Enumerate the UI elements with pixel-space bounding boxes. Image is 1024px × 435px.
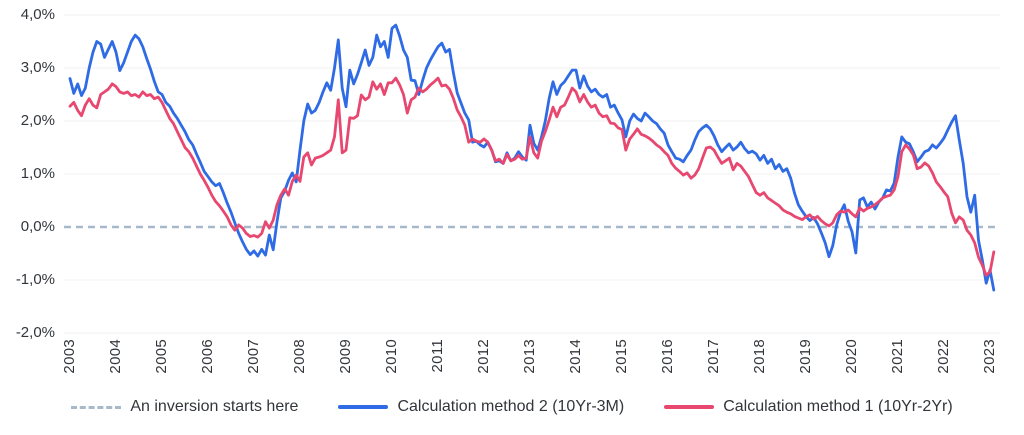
x-tick-label: 2010 (383, 339, 400, 374)
legend-label: Calculation method 2 (10Yr-3M) (397, 398, 625, 415)
x-tick-label: 2019 (797, 339, 814, 374)
series-line-method1 (68, 76, 996, 277)
legend-item-method1[interactable]: Calculation method 1 (10Yr-2Yr) (664, 398, 953, 416)
x-tick-label: 2004 (107, 339, 124, 374)
x-tick-label: 2020 (843, 339, 860, 374)
x-tick-label: 2012 (475, 339, 492, 374)
x-tick-label: 2022 (935, 339, 952, 374)
x-tick-label: 2011 (429, 339, 446, 373)
legend-item-method2[interactable]: Calculation method 2 (10Yr-3M) (338, 398, 624, 416)
chart-legend: An inversion starts here Calculation met… (0, 398, 1024, 416)
x-tick-label: 2003 (61, 339, 78, 374)
y-tick-label: 3,0% (20, 59, 55, 76)
plot-area (64, 14, 1000, 334)
legend-label: An inversion starts here (130, 398, 299, 415)
dashed-line-swatch (71, 405, 122, 409)
x-tick-label: 2018 (751, 339, 768, 374)
x-tick-label: 2007 (245, 339, 262, 374)
x-tick-label: 2015 (613, 339, 630, 374)
x-tick-label: 2009 (337, 339, 354, 374)
x-tick-label: 2021 (889, 339, 906, 374)
x-tick-label: 2005 (153, 339, 170, 374)
y-tick-label: 0,0% (20, 218, 55, 235)
y-tick-label: 2,0% (20, 112, 55, 129)
x-tick-label: 2008 (291, 339, 308, 374)
y-tick-label: -1,0% (15, 271, 55, 288)
y-tick-label: 4,0% (20, 6, 55, 23)
x-tick-label: 2017 (705, 339, 722, 374)
y-tick-label: -2,0% (15, 324, 55, 341)
x-tick-label: 2013 (521, 339, 538, 374)
blue-line-swatch (338, 405, 389, 409)
x-tick-label: 2014 (567, 339, 584, 374)
y-tick-label: 1,0% (20, 165, 55, 182)
series-line-method2 (68, 23, 996, 292)
x-tick-label: 2006 (199, 339, 216, 374)
legend-label: Calculation method 1 (10Yr-2Yr) (723, 398, 953, 415)
pink-line-swatch (664, 405, 715, 409)
x-tick-label: 2016 (659, 339, 676, 374)
legend-item-inversion[interactable]: An inversion starts here (71, 398, 298, 416)
x-tick-label: 2023 (981, 339, 998, 374)
